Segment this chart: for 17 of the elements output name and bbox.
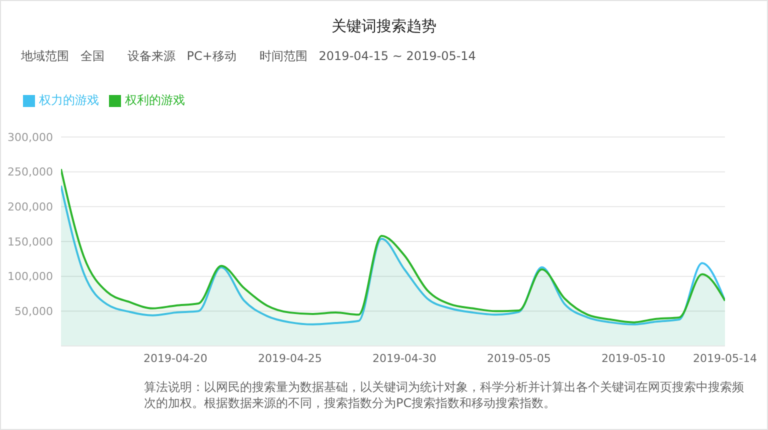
y-tick-label: 50,000 (14, 305, 53, 318)
y-tick-label: 150,000 (8, 235, 53, 248)
x-tick-label: 2019-04-25 (258, 352, 322, 365)
legend-label: 权力的游戏 (39, 93, 99, 107)
y-tick-label: 100,000 (8, 270, 53, 284)
x-tick-label: 2019-05-05 (486, 352, 551, 365)
text: 算法说明：以网民的搜索量为数据基础，以关键词为统计对象，科学分析并计算出各个关键词在网页搜索中搜索频次的加权。根据数据来源的不同，搜索指数分为PC搜索指数和移动搜索指数。 (144, 380, 744, 410)
y-tick-label: 250,000 (8, 166, 53, 179)
chart-subtitle: 地域范围 全国 设备来源 PC+移动 时间范围 2019-04-15 ~ 2019-05-14 (21, 49, 476, 63)
x-tick-label: 2019-05-14 (693, 352, 757, 365)
x-tick-label: 2019-04-30 (372, 352, 436, 365)
x-tick-label: 2019-04-20 (144, 352, 208, 365)
chart-title: 关键词搜索趋势 (332, 17, 436, 35)
x-tick-label: 2019-05-10 (601, 352, 666, 365)
y-tick-label: 200,000 (8, 200, 53, 214)
legend-label: 权利的游戏 (125, 93, 185, 107)
y-tick-label: 300,000 (8, 130, 53, 144)
